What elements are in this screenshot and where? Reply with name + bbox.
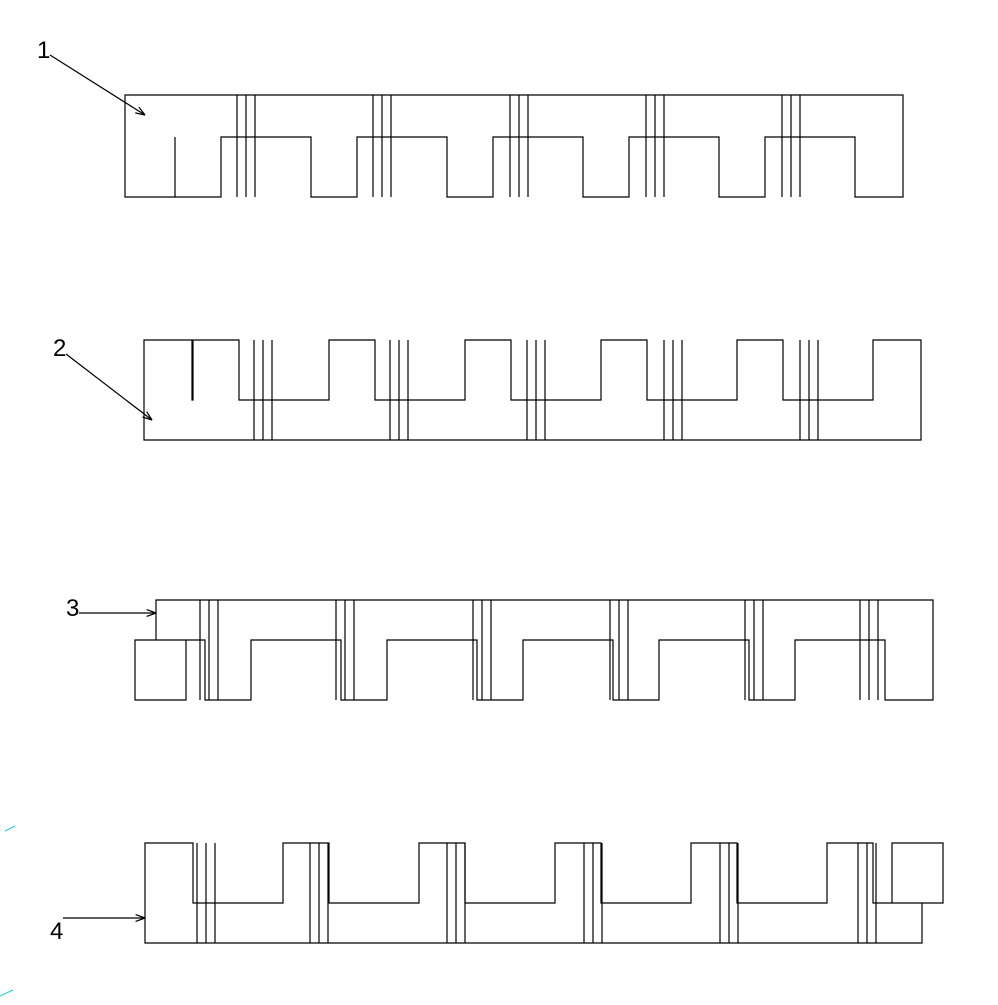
engineering-diagram: 1 2 3 4: [0, 0, 998, 1000]
label-2: 2: [53, 335, 66, 363]
label-3: 3: [66, 595, 79, 623]
label-1: 1: [37, 37, 50, 65]
label-4: 4: [50, 918, 63, 946]
diagram-svg: [0, 0, 998, 1000]
